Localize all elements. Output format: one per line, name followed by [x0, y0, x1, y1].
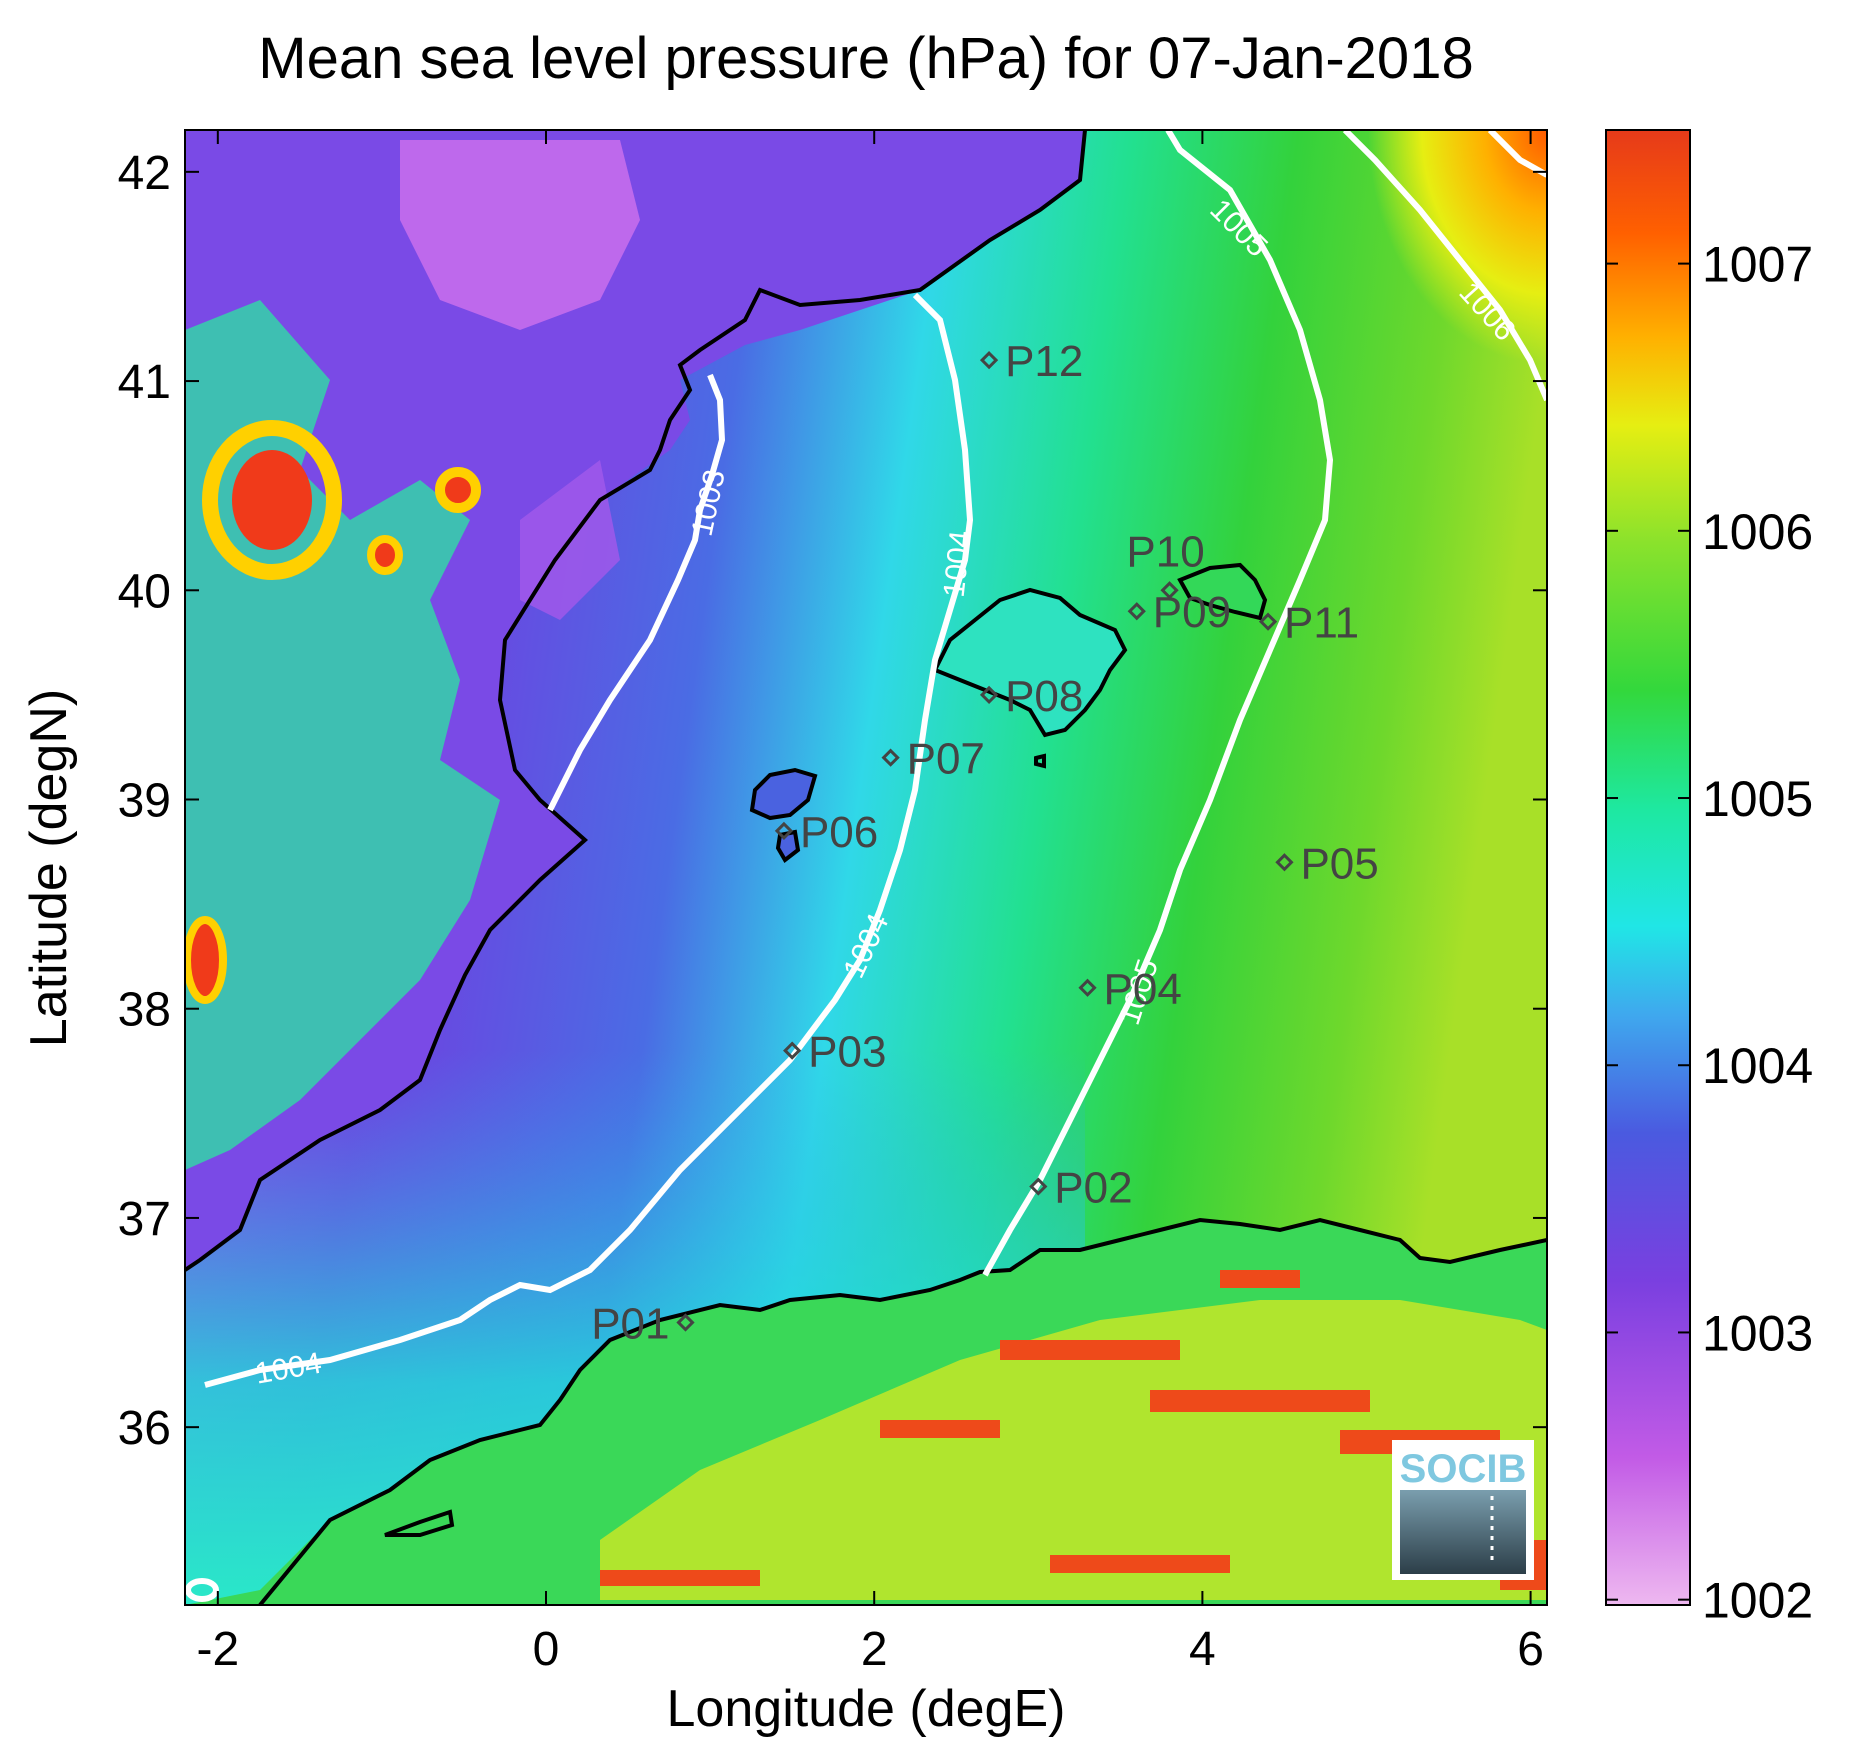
coastline-north-africa: [258, 1217, 1547, 1605]
station-marker[interactable]: P02: [1029, 1164, 1133, 1213]
terrain-high-band: [1000, 1340, 1180, 1360]
colorbar-tick-label: 1002: [1702, 1573, 1813, 1629]
island-mallorca: [932, 587, 1128, 738]
station-marker[interactable]: P10: [1126, 527, 1205, 600]
x-tick-label: 2: [861, 1623, 888, 1676]
plot-area: 1003 1004 1004 1004 1005 1005 1006 SOCIB…: [185, 130, 1547, 1605]
station-diamond-icon: [1160, 581, 1179, 600]
north-africa-terrain-yellow: [600, 1300, 1547, 1600]
pressure-field-northeast-high: [1150, 130, 1547, 650]
station-marker[interactable]: P11: [1258, 599, 1359, 648]
y-tick-label: 39: [118, 775, 171, 828]
station-label: P09: [1153, 588, 1231, 637]
x-tick-label: 6: [1517, 1623, 1544, 1676]
station-label: P12: [1005, 337, 1083, 386]
station-diamond-icon: [881, 748, 900, 767]
y-tick-label: 38: [118, 984, 171, 1037]
station-marker[interactable]: P08: [979, 672, 1083, 721]
coastline-iberia: [185, 130, 1087, 1272]
y-tick-label: 41: [118, 356, 171, 409]
station-label: P07: [907, 735, 985, 784]
terrain-high-band: [1150, 1390, 1370, 1412]
contour-1004-main: [204, 292, 974, 1388]
contour-label: 1004: [938, 529, 978, 599]
x-axis-label: Longitude (degE): [667, 1680, 1066, 1738]
station-label: P06: [800, 808, 878, 857]
station-diamond-icon: [1258, 612, 1278, 631]
coastline-alboran-island: [384, 1509, 455, 1537]
x-tick-label: -2: [196, 1623, 239, 1676]
islet-cabrera: [1034, 753, 1046, 769]
colorbar: 1002 1003 1004 1005 1006 1007: [1605, 129, 1813, 1629]
station-diamond-icon: [676, 1313, 695, 1332]
x-tick-label: 4: [1189, 1623, 1216, 1676]
terrain-high-band: [880, 1420, 1000, 1438]
y-tick-label: 42: [118, 147, 171, 200]
colorbar-ticks: 1002 1003 1004 1005 1006 1007: [1606, 237, 1813, 1629]
station-diamond-icon: [1275, 853, 1294, 872]
station-label: P01: [591, 1300, 669, 1349]
station-marker[interactable]: P05: [1275, 839, 1379, 888]
x-tick-label: 0: [533, 1623, 560, 1676]
station-marker[interactable]: P07: [881, 735, 985, 784]
station-label: P08: [1005, 672, 1083, 721]
station-diamond-icon: [774, 821, 794, 841]
island-menorca: [1177, 562, 1268, 621]
colorbar-tick-label: 1003: [1702, 1305, 1813, 1361]
terrain-high-spot: [202, 420, 342, 580]
station-label: P05: [1300, 839, 1378, 888]
colorbar-tick-label: 1006: [1702, 504, 1813, 560]
colorbar-tick-label: 1005: [1702, 771, 1813, 827]
contour-1003: [547, 373, 726, 812]
station-marker[interactable]: P12: [979, 337, 1083, 386]
station-label: P11: [1284, 599, 1359, 648]
station-marker[interactable]: P01: [591, 1300, 695, 1349]
colorbar-frame: [1605, 129, 1691, 1606]
station-diamond-icon: [979, 685, 999, 705]
station-label: P02: [1054, 1164, 1132, 1213]
plot-frame: [184, 129, 1548, 1606]
y-axis: 36 37 38 39 40 41 42: [118, 147, 1547, 1455]
contour-1005: [982, 130, 1334, 1277]
station-marker[interactable]: P06: [774, 808, 878, 857]
iberia-terrain-magenta: [400, 140, 640, 330]
y-axis-label: Latitude (degN): [20, 689, 78, 1047]
station-diamond-icon: [783, 1041, 802, 1060]
socib-logo: SOCIB: [1392, 1440, 1534, 1580]
terrain-high-band: [1050, 1555, 1230, 1573]
station-diamond-icon: [1078, 978, 1097, 997]
chart-title: Mean sea level pressure (hPa) for 07-Jan…: [258, 26, 1473, 91]
contour-small-loop: [185, 1578, 219, 1602]
station-marker[interactable]: P04: [1078, 965, 1182, 1014]
y-tick-label: 40: [118, 565, 171, 618]
terrain-high-band: [1220, 1270, 1300, 1288]
terrain-high-spot: [185, 916, 227, 1004]
stations-layer: P01 P02 P03 P04 P05 P06 P07 P08 P09 P10 P11 P12: [591, 337, 1379, 1348]
terrain-high-spot: [232, 450, 312, 550]
colorbar-tick-label: 1007: [1702, 237, 1813, 293]
island-ibiza: [749, 767, 818, 821]
terrain-high-spot: [435, 467, 481, 513]
station-label: P04: [1104, 965, 1182, 1014]
terrain-high-band: [600, 1570, 760, 1586]
station-diamond-icon: [979, 351, 999, 370]
y-tick-label: 36: [118, 1402, 171, 1455]
terrain-high-spot: [367, 535, 403, 575]
station-label: P10: [1126, 527, 1204, 576]
logo-text: SOCIB: [1400, 1447, 1527, 1491]
contour-1006: [1342, 130, 1547, 402]
station-label: P03: [808, 1028, 886, 1077]
station-marker[interactable]: P09: [1127, 588, 1231, 637]
x-axis: -2 0 2 4 6: [196, 130, 1544, 1676]
colorbar-gradient: [1606, 130, 1690, 1605]
contour-1006-corner: [1487, 130, 1547, 178]
station-marker[interactable]: P03: [783, 1028, 886, 1077]
y-tick-label: 37: [118, 1193, 171, 1246]
station-diamond-icon: [1127, 602, 1146, 621]
station-diamond-icon: [1029, 1177, 1048, 1196]
colorbar-tick-label: 1004: [1702, 1038, 1813, 1094]
